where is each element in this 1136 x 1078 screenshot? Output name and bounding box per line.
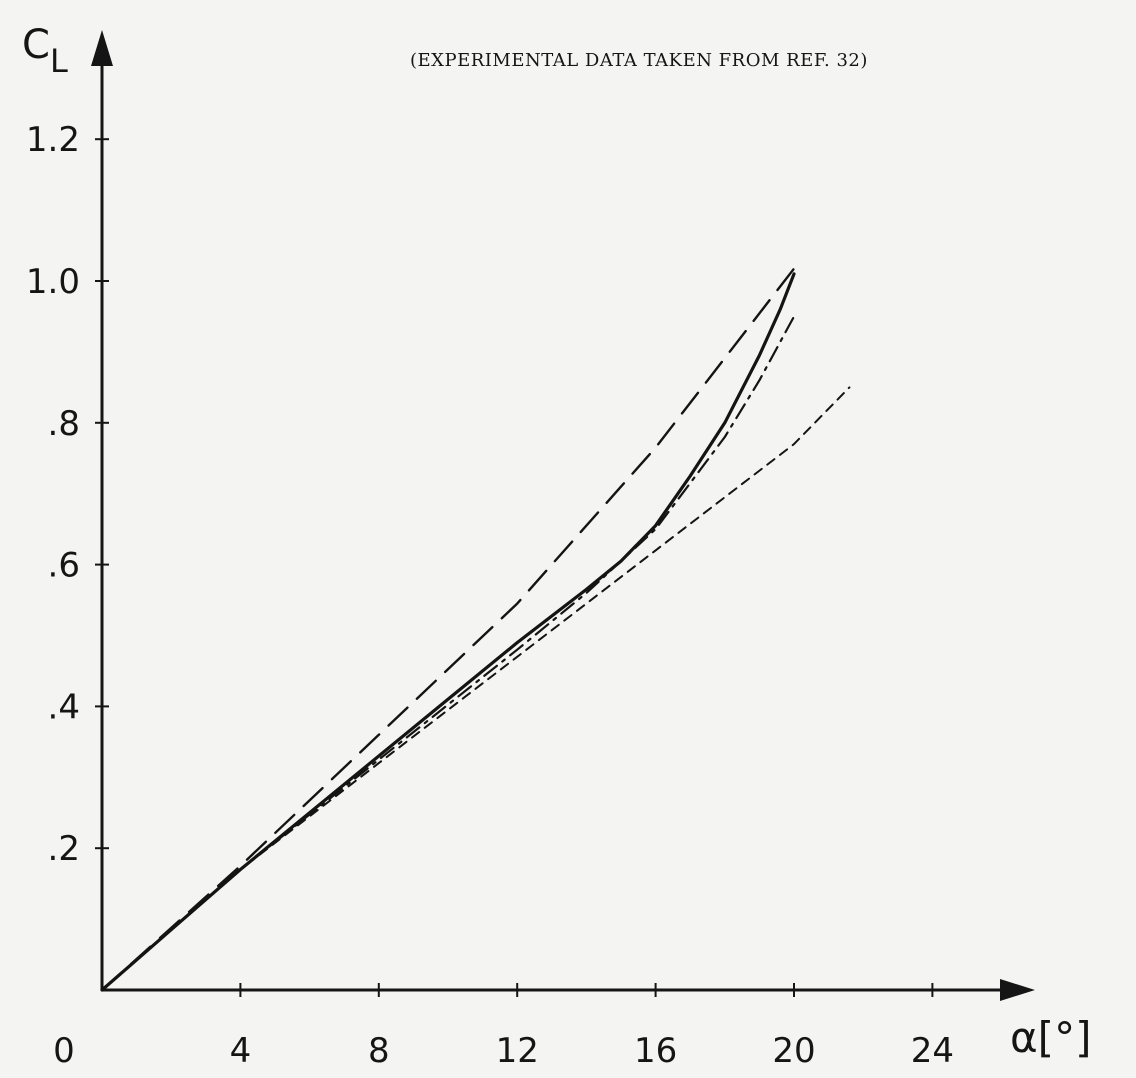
y-axis-label: CL [22, 22, 68, 80]
y-tick-label: .8 [48, 404, 80, 444]
y-axis-arrowhead [91, 30, 113, 66]
x-tick-label: 16 [634, 1031, 677, 1071]
series [100, 258, 851, 992]
y-axis-label-subscript: L [50, 42, 68, 80]
x-axis-arrowhead [1000, 979, 1035, 1001]
x-tick-label: 4 [230, 1031, 252, 1071]
series-line-dash-dot [100, 315, 796, 992]
series-line-long-dash [100, 258, 803, 992]
y-tick-label: .6 [48, 546, 80, 586]
y-tick-label: 1.2 [26, 120, 80, 160]
y-tick-label: .4 [48, 687, 80, 727]
y-tick-label: 1.0 [26, 262, 80, 302]
ticks: 0 4 8 12 16 20 24 .2 .4 .6 .8 1.0 1.2 [26, 120, 954, 1071]
x-tick-label: 8 [368, 1031, 390, 1071]
x-tick-label: 0 [53, 1031, 75, 1071]
annotation: (EXPERIMENTAL DATA TAKEN FROM REF. 32) [410, 50, 868, 71]
y-axis-label-main: C [22, 22, 50, 68]
x-tick-label: 20 [772, 1031, 815, 1071]
x-tick-label: 24 [911, 1031, 954, 1071]
axes [91, 30, 1035, 1001]
y-tick-label: .2 [48, 829, 80, 869]
labels: CL α[°] (EXPERIMENTAL DATA TAKEN FROM RE… [22, 22, 1091, 1062]
x-axis-label: α[°] [1010, 1013, 1091, 1062]
x-tick-label: 12 [496, 1031, 539, 1071]
series-line-solid [100, 272, 796, 992]
series-line-short-dash [101, 386, 851, 991]
